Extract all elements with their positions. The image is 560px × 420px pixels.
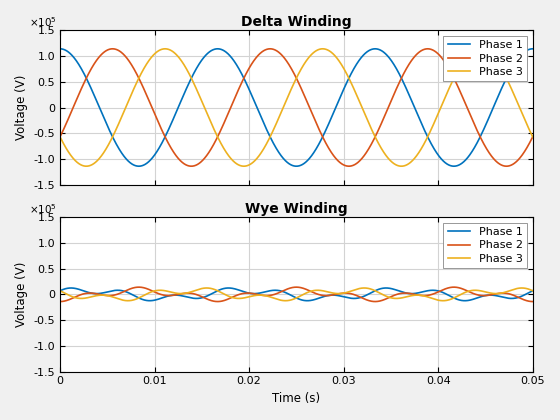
Line: Phase 1: Phase 1 (60, 49, 533, 166)
Phase 3 (516, 105, 523, 110)
Phase 3 (529, 288, 536, 293)
Phase 3 (274, 297, 281, 302)
Phase 1 (274, 148, 281, 153)
Phase 1 (516, 55, 522, 60)
Phase 1 (516, 294, 523, 299)
Text: $\times 10^5$: $\times 10^5$ (29, 15, 57, 29)
Phase 3 (429, 296, 436, 301)
X-axis label: Time (s): Time (s) (272, 392, 320, 405)
Phase 3 (274, 118, 281, 123)
Phase 2 (516, 295, 522, 300)
Phase 2 (516, 156, 523, 161)
Phase 1 (529, 46, 536, 51)
Phase 2 (274, 291, 281, 296)
Phase 1 (287, 162, 293, 167)
Phase 1 (274, 288, 281, 293)
Phase 1 (68, 286, 74, 291)
Phase 2 (109, 46, 116, 51)
Phase 1 (81, 289, 88, 294)
Phase 1 (529, 288, 536, 293)
Phase 3 (477, 46, 483, 51)
Phase 3 (287, 89, 293, 94)
Phase 2 (287, 286, 293, 291)
Phase 2 (529, 134, 536, 139)
Phase 3 (81, 296, 87, 301)
Phase 2 (503, 164, 510, 169)
Phase 1 (516, 55, 522, 60)
Line: Phase 3: Phase 3 (60, 288, 533, 301)
Phase 3 (81, 163, 87, 168)
Line: Phase 2: Phase 2 (60, 49, 533, 166)
Phase 3 (287, 298, 293, 303)
Phase 2 (429, 292, 436, 297)
Line: Phase 1: Phase 1 (60, 288, 533, 301)
Phase 1 (57, 288, 63, 293)
Phase 3 (516, 286, 522, 291)
Phase 1 (429, 288, 436, 293)
Phase 3 (529, 134, 536, 139)
Phase 2 (81, 291, 87, 296)
Phase 2 (81, 80, 87, 85)
Legend: Phase 1, Phase 2, Phase 3: Phase 1, Phase 2, Phase 3 (443, 223, 527, 268)
Phase 2 (287, 64, 293, 69)
Phase 2 (516, 156, 522, 161)
Phase 2 (429, 47, 436, 52)
Phase 3 (429, 124, 436, 129)
Phase 3 (516, 286, 522, 291)
Phase 1 (136, 164, 142, 169)
Phase 3 (83, 164, 90, 169)
Line: Phase 3: Phase 3 (60, 49, 533, 166)
Phase 3 (519, 286, 525, 291)
Phase 1 (516, 294, 522, 299)
Phase 3 (124, 298, 131, 303)
Phase 1 (81, 71, 87, 76)
Phase 1 (429, 144, 436, 149)
Title: Wye Winding: Wye Winding (245, 202, 348, 216)
Phase 2 (136, 285, 142, 290)
Phase 1 (461, 298, 468, 303)
Phase 2 (516, 295, 522, 300)
Phase 2 (529, 299, 536, 304)
Phase 3 (57, 134, 63, 139)
Title: Delta Winding: Delta Winding (241, 15, 352, 29)
Phase 1 (57, 46, 63, 51)
Line: Phase 2: Phase 2 (60, 287, 533, 302)
Text: $\times 10^5$: $\times 10^5$ (29, 202, 57, 215)
Phase 2 (274, 49, 281, 54)
Phase 3 (516, 104, 522, 109)
Legend: Phase 1, Phase 2, Phase 3: Phase 1, Phase 2, Phase 3 (443, 36, 527, 81)
Phase 1 (287, 292, 293, 297)
Phase 2 (57, 299, 63, 304)
Phase 2 (57, 134, 63, 139)
Y-axis label: Voltage (V): Voltage (V) (15, 75, 28, 140)
Phase 3 (57, 288, 63, 293)
Y-axis label: Voltage (V): Voltage (V) (15, 262, 28, 327)
